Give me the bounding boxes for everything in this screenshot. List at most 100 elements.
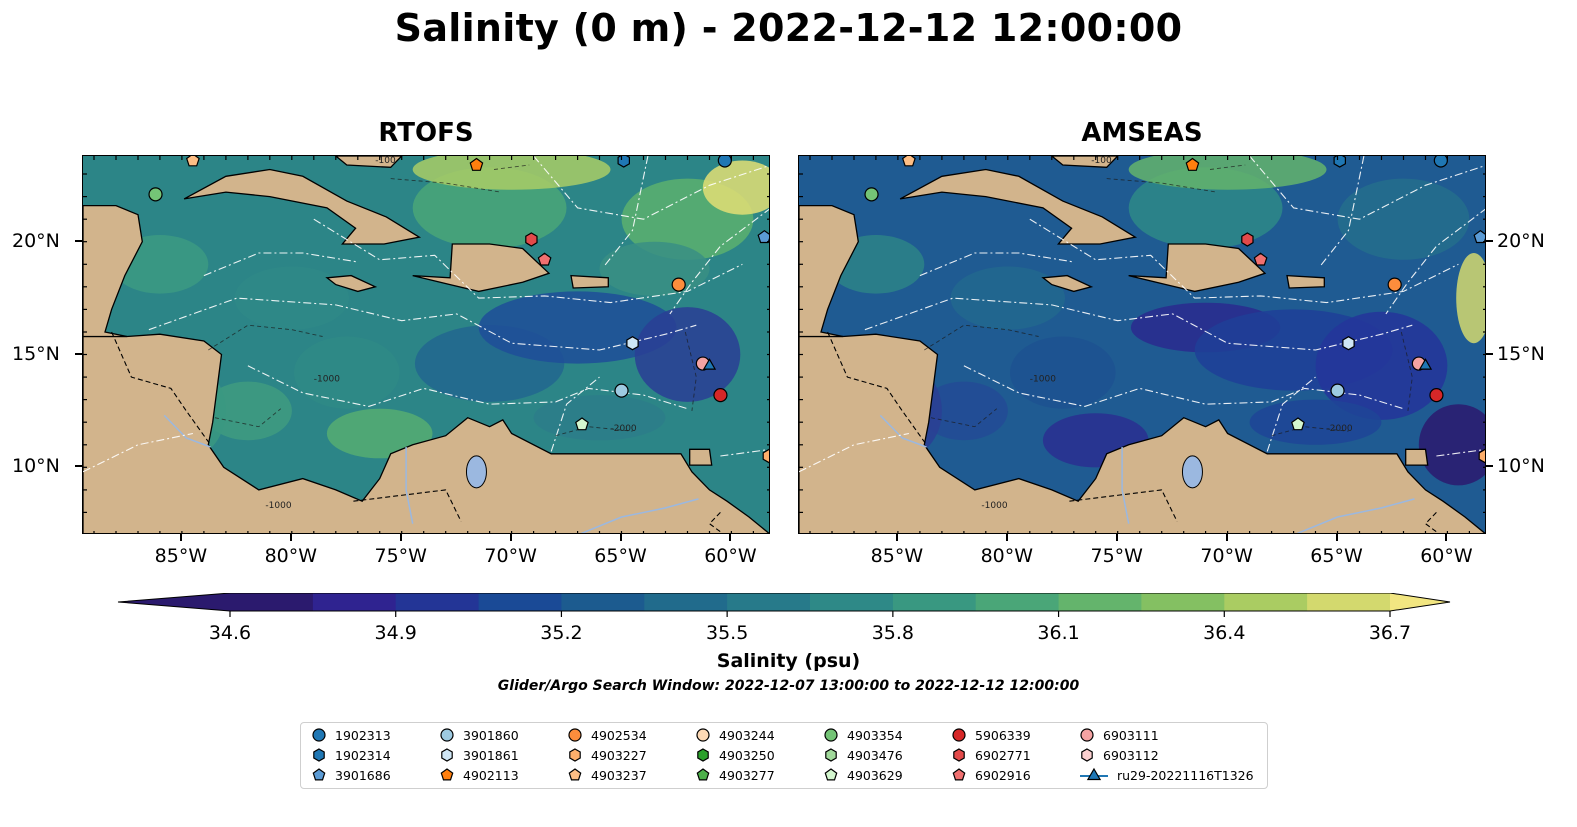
platform-marker-ru29-20221116T1326 xyxy=(1418,358,1433,370)
eez-line xyxy=(799,432,910,473)
lon-tick xyxy=(1005,534,1008,541)
contour-labels: -100 -1000 -2000 -1000 xyxy=(981,156,1353,511)
eez-line xyxy=(1249,156,1485,220)
colorbar-segment xyxy=(810,593,894,611)
legend-item: 1902314 xyxy=(311,745,391,765)
legend-marker-icon xyxy=(313,748,325,762)
legend-marker-icon xyxy=(1081,748,1093,762)
search-window-text: Glider/Argo Search Window: 2022-12-07 13… xyxy=(497,678,1080,694)
legend-marker-icon xyxy=(696,768,710,781)
platform-marker-5906339 xyxy=(1429,388,1444,403)
platform-markers xyxy=(148,156,769,464)
lon-tick xyxy=(1335,534,1338,541)
platform-marker-3901686 xyxy=(1473,229,1485,244)
platform-marker-3901860 xyxy=(1330,383,1345,398)
legend-marker-icon xyxy=(312,728,326,742)
contour-line xyxy=(684,331,697,411)
lon-tick xyxy=(179,534,182,541)
land-jamaica xyxy=(1041,274,1094,293)
eez-line xyxy=(919,252,1074,277)
legend-item: 4903227 xyxy=(567,745,647,765)
legend-label: 6903112 xyxy=(1103,747,1159,763)
border xyxy=(1069,489,1178,522)
frame-ticks xyxy=(83,156,769,533)
colorbar xyxy=(117,593,1451,617)
colorbar-segment xyxy=(644,593,728,611)
frame-ticks xyxy=(799,156,1485,533)
platform-marker-4903237 xyxy=(185,156,200,167)
colorbar-tick-label: 36.7 xyxy=(1368,622,1412,644)
legend-label: 4903476 xyxy=(847,747,903,763)
lon-tick-label: 85°W xyxy=(154,545,208,567)
platform-marker-6902916 xyxy=(1253,252,1268,266)
land-puerto-rico xyxy=(1286,274,1325,289)
contour-label: -1000 xyxy=(265,501,291,511)
platform-marker-3901861 xyxy=(1342,336,1355,351)
colorbar-segment xyxy=(312,593,397,611)
lon-tick xyxy=(895,534,898,541)
legend-label: 4903277 xyxy=(719,767,775,783)
platform-marker-4903354 xyxy=(148,187,163,202)
colorbar-extend-high xyxy=(1390,593,1450,611)
lon-tick xyxy=(729,534,732,541)
legend-label: 3901686 xyxy=(335,767,391,783)
salinity-patch xyxy=(1010,336,1116,409)
lon-tick-label: 80°W xyxy=(980,545,1034,567)
eez-line xyxy=(1385,208,1485,315)
contour-label: -2000 xyxy=(611,424,637,434)
eez-boundaries xyxy=(799,156,1485,473)
legend-item: 3901861 xyxy=(439,745,519,765)
platform-marker-ru29-20221116T1326 xyxy=(702,358,717,370)
platform-marker-6902771 xyxy=(1241,232,1254,247)
legend-item: 4902534 xyxy=(567,725,647,745)
lon-tick xyxy=(509,534,512,541)
contour-line xyxy=(1209,164,1246,170)
lon-tick-label: 75°W xyxy=(1090,545,1143,567)
colorbar-segment xyxy=(1224,593,1308,611)
river xyxy=(405,447,414,524)
colorbar-ticks xyxy=(229,611,1391,617)
lat-tick-label: 10°N xyxy=(12,455,60,478)
salinity-features xyxy=(827,156,1485,486)
platform-marker-3901860 xyxy=(614,383,629,398)
eez-line xyxy=(148,297,697,351)
border xyxy=(1424,512,1440,533)
legend-item: 4903237 xyxy=(567,765,647,785)
contour-label: -1000 xyxy=(981,501,1007,511)
platform-marker-4903629 xyxy=(575,417,589,431)
salinity-patch xyxy=(702,160,769,215)
colorbar-tick-label: 35.2 xyxy=(540,622,583,644)
salinity-patch xyxy=(1337,178,1470,260)
legend-label: 4902534 xyxy=(591,727,647,743)
platform-marker-3901861 xyxy=(626,336,639,351)
colorbar-segment xyxy=(1058,593,1142,611)
legend-marker-icon xyxy=(952,728,966,742)
legend-marker-icon xyxy=(825,748,837,762)
land-trinidad xyxy=(1405,448,1429,466)
legend-item: 6903112 xyxy=(1079,745,1159,765)
legend-label: ru29-20221116T1326 xyxy=(1117,767,1254,783)
legend-marker-icon xyxy=(568,728,582,742)
colorbar-segment xyxy=(561,593,645,611)
platform-marker-3901686 xyxy=(757,229,769,244)
legend-item: 4902113 xyxy=(439,765,519,785)
legend-label: 4903227 xyxy=(591,747,647,763)
river xyxy=(163,414,211,448)
eez-line xyxy=(83,432,194,473)
river xyxy=(1296,498,1415,533)
legend-item: 4903277 xyxy=(695,765,775,785)
platform-markers xyxy=(864,156,1485,464)
platform-marker-6902771 xyxy=(525,232,538,247)
legend-marker-icon xyxy=(441,748,453,762)
legend-label: 3901861 xyxy=(463,747,519,763)
salinity-patch xyxy=(1249,399,1382,445)
lon-tick xyxy=(399,534,402,541)
lon-tick xyxy=(289,534,292,541)
colorbar-tick-label: 34.9 xyxy=(374,622,417,644)
lat-tick xyxy=(75,239,82,242)
legend-marker-icon xyxy=(696,728,710,742)
contour-label: -1000 xyxy=(314,375,340,385)
salinity-features xyxy=(111,156,769,461)
rivers xyxy=(879,414,1415,533)
salinity-patch xyxy=(919,381,1008,441)
